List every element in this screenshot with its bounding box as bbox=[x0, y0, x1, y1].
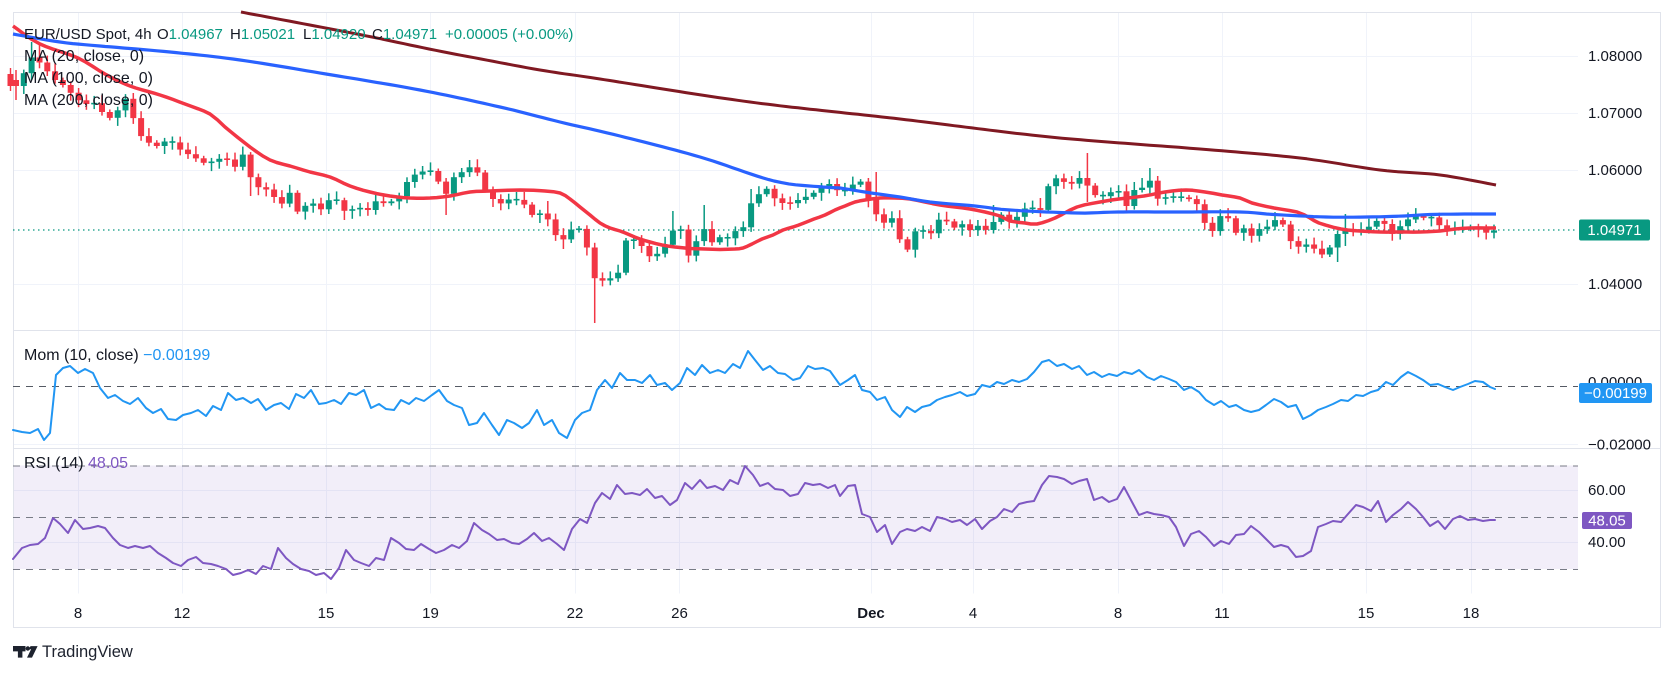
svg-text:MA (100, close, 0): MA (100, close, 0) bbox=[24, 70, 153, 87]
svg-text:12: 12 bbox=[174, 605, 191, 622]
svg-text:RSI (14) 48.05: RSI (14) 48.05 bbox=[24, 455, 128, 472]
svg-text:+0.00005 (+0.00%): +0.00005 (+0.00%) bbox=[445, 26, 573, 43]
svg-text:11: 11 bbox=[1214, 605, 1230, 622]
svg-text:15: 15 bbox=[318, 605, 335, 622]
svg-text:TradingView: TradingView bbox=[42, 643, 133, 661]
svg-text:1.06000: 1.06000 bbox=[1588, 162, 1642, 179]
svg-text:MA (20, close, 0): MA (20, close, 0) bbox=[24, 48, 144, 65]
svg-text:1.04000: 1.04000 bbox=[1588, 276, 1642, 293]
svg-text:C1.04971: C1.04971 bbox=[372, 26, 437, 43]
svg-text:MA (200, close, 0): MA (200, close, 0) bbox=[24, 92, 153, 109]
svg-text:40.00: 40.00 bbox=[1588, 534, 1626, 551]
svg-text:Dec: Dec bbox=[857, 605, 885, 622]
svg-text:8: 8 bbox=[74, 605, 82, 622]
svg-text:19: 19 bbox=[422, 605, 439, 622]
svg-text:H1.05021: H1.05021 bbox=[230, 26, 295, 43]
svg-text:8: 8 bbox=[1114, 605, 1122, 622]
svg-text:1.04971: 1.04971 bbox=[1587, 222, 1641, 239]
svg-text:48.05: 48.05 bbox=[1588, 513, 1626, 530]
svg-text:18: 18 bbox=[1463, 605, 1480, 622]
svg-text:−0.02000: −0.02000 bbox=[1588, 437, 1651, 454]
svg-text:4: 4 bbox=[969, 605, 977, 622]
svg-text:26: 26 bbox=[671, 605, 688, 622]
svg-text:Mom (10, close) −0.00199: Mom (10, close) −0.00199 bbox=[24, 347, 210, 364]
svg-text:L1.04920: L1.04920 bbox=[303, 26, 366, 43]
svg-text:15: 15 bbox=[1358, 605, 1375, 622]
svg-text:O1.04967: O1.04967 bbox=[157, 26, 223, 43]
svg-text:EUR/USD Spot, 4h: EUR/USD Spot, 4h bbox=[24, 26, 152, 43]
svg-text:1.08000: 1.08000 bbox=[1588, 48, 1642, 65]
svg-text:22: 22 bbox=[567, 605, 584, 622]
svg-text:−0.00199: −0.00199 bbox=[1584, 385, 1647, 402]
svg-text:1.07000: 1.07000 bbox=[1588, 105, 1642, 122]
svg-text:60.00: 60.00 bbox=[1588, 482, 1626, 499]
